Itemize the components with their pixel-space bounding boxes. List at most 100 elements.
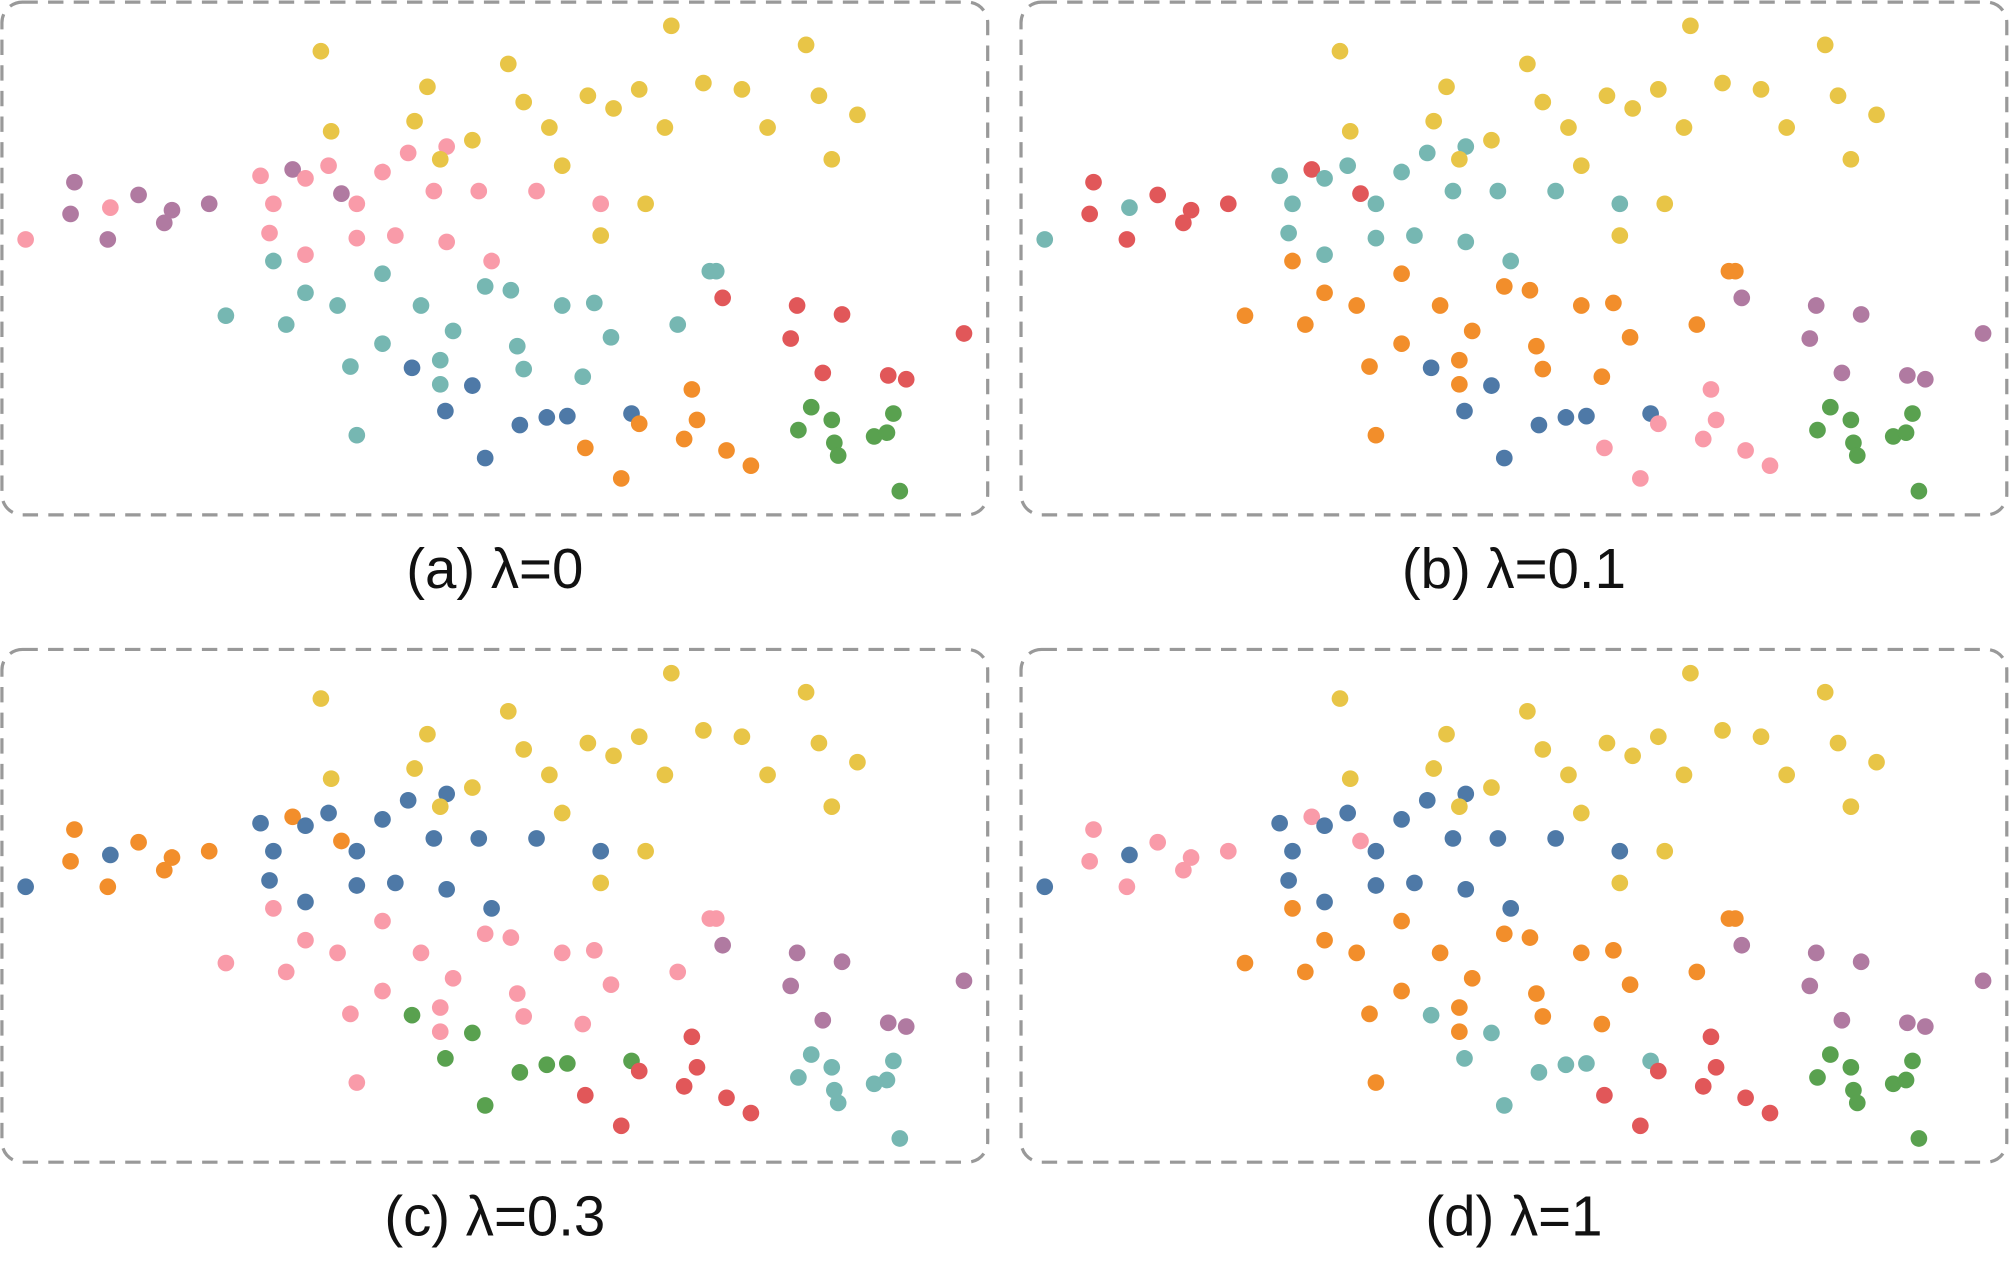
data-point: [688, 411, 706, 429]
data-point: [1593, 1015, 1611, 1033]
data-point: [1733, 289, 1751, 307]
data-point: [1280, 872, 1297, 889]
data-point: [1456, 402, 1473, 420]
data-point: [438, 880, 456, 898]
data-point: [612, 470, 630, 487]
data-point: [425, 830, 443, 847]
data-point: [879, 367, 897, 384]
data-point: [637, 842, 654, 860]
data-point: [1682, 17, 1699, 35]
data-point: [630, 81, 648, 98]
data-point: [1904, 1052, 1921, 1070]
data-point: [1175, 214, 1192, 232]
data-point: [499, 55, 517, 73]
data-point: [1598, 87, 1616, 105]
data-point: [444, 969, 462, 987]
data-point: [1578, 1055, 1595, 1072]
data-point: [1483, 377, 1500, 394]
data-point: [502, 929, 520, 946]
data-point: [1845, 434, 1862, 452]
data-point: [797, 36, 815, 54]
data-point: [1621, 976, 1639, 993]
data-point: [1572, 944, 1590, 962]
data-point: [1438, 78, 1455, 96]
data-point: [1611, 874, 1629, 892]
data-point: [511, 416, 529, 434]
data-point: [1393, 982, 1410, 1000]
data-point: [1848, 447, 1866, 464]
data-point: [878, 424, 896, 441]
panel-frame: [1019, 647, 2009, 1164]
data-point: [823, 150, 841, 168]
data-point: [1809, 421, 1826, 439]
data-point: [695, 722, 712, 739]
data-point: [312, 42, 330, 60]
data-point: [1341, 123, 1359, 140]
data-point: [1649, 81, 1667, 98]
data-point: [1899, 1014, 1916, 1032]
data-point: [1534, 360, 1552, 378]
data-point: [163, 201, 181, 219]
data-point: [637, 195, 654, 213]
data-point: [1316, 893, 1333, 911]
data-point: [833, 306, 851, 323]
data-point: [1463, 322, 1481, 340]
data-point: [1182, 849, 1200, 866]
data-point: [476, 278, 494, 295]
data-point: [1572, 804, 1590, 822]
data-point: [1656, 195, 1674, 213]
data-point: [782, 330, 800, 347]
data-point: [483, 252, 500, 270]
data-point: [885, 405, 902, 422]
data-point: [1605, 941, 1622, 959]
data-point: [849, 753, 866, 771]
data-point: [1720, 262, 1738, 280]
data-point: [1081, 205, 1098, 223]
data-point: [374, 811, 391, 828]
data-point: [1422, 1006, 1440, 1024]
data-point: [1560, 766, 1577, 784]
data-point: [130, 833, 147, 851]
data-point: [528, 182, 545, 200]
data-point: [163, 849, 181, 866]
data-point: [823, 411, 841, 429]
data-point: [1418, 144, 1436, 162]
data-point: [1848, 1094, 1866, 1112]
data-point: [1085, 821, 1102, 838]
data-point: [1431, 297, 1449, 314]
data-point: [1974, 972, 1992, 990]
data-point: [1649, 415, 1667, 433]
data-point: [476, 925, 494, 943]
data-point: [374, 163, 391, 181]
data-point: [541, 119, 558, 136]
data-point: [1916, 1018, 1934, 1035]
data-point: [1519, 55, 1536, 73]
data-point: [1303, 161, 1321, 178]
data-point: [1348, 944, 1365, 962]
data-point: [1656, 842, 1674, 860]
data-point: [1624, 100, 1641, 117]
data-point: [1331, 42, 1349, 60]
data-point: [1502, 900, 1520, 917]
data-point: [1547, 830, 1564, 847]
data-point: [1451, 351, 1468, 369]
data-point: [1833, 1011, 1851, 1029]
data-point: [470, 830, 488, 847]
data-point: [1842, 411, 1860, 429]
data-point: [1444, 182, 1462, 200]
data-point: [1752, 81, 1770, 98]
data-point: [1675, 766, 1693, 784]
data-point: [297, 931, 314, 949]
data-point: [329, 944, 346, 962]
data-point: [1737, 442, 1754, 459]
data-point: [592, 227, 610, 244]
data-point: [1219, 842, 1237, 860]
data-point: [1632, 470, 1649, 487]
data-point: [348, 842, 366, 860]
data-point: [1621, 328, 1639, 346]
data-point: [790, 1069, 807, 1086]
data-point: [1557, 409, 1575, 426]
data-point: [1761, 457, 1779, 475]
data-point: [464, 131, 481, 149]
data-point: [1121, 846, 1138, 864]
